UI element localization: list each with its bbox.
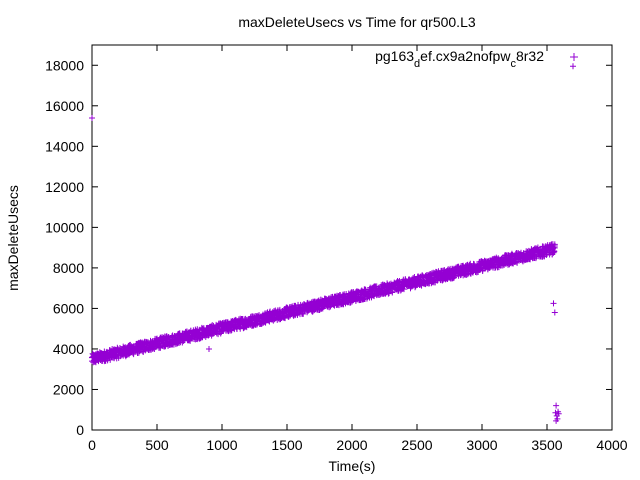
x-tick-label: 2500	[401, 437, 432, 453]
y-tick-label: 10000	[45, 219, 84, 235]
outlier-point	[553, 402, 560, 409]
outlier-point	[550, 300, 557, 307]
outlier-point	[553, 417, 560, 424]
y-tick-label: 2000	[53, 381, 84, 397]
y-tick-label: 16000	[45, 98, 84, 114]
data-point	[551, 248, 558, 255]
x-axis-label: Time(s)	[329, 458, 376, 474]
outlier-point	[555, 410, 562, 417]
data-point	[464, 271, 471, 278]
legend-label-sub2: c	[510, 58, 516, 70]
x-tick-label: 3000	[466, 437, 497, 453]
data-point	[161, 343, 168, 350]
legend-marker	[570, 53, 578, 61]
data-point	[179, 339, 186, 346]
data-point	[386, 290, 393, 297]
data-point	[300, 310, 307, 317]
y-tick-label: 18000	[45, 57, 84, 73]
data-point	[242, 315, 249, 322]
y-tick-label: 8000	[53, 260, 84, 276]
legend-label-end: 8r32	[516, 48, 544, 64]
outlier-point	[206, 345, 212, 352]
legend-label-mid: ef.cx9a2nofpw	[420, 48, 511, 64]
legend-marker-glyph	[570, 53, 578, 61]
outlier-point	[552, 409, 559, 416]
outlier-point	[89, 114, 95, 121]
y-axis-ticks: 0 2000 4000 6000 8000 10000 12000 14000 16000 180…	[45, 57, 612, 438]
x-tick-label: 2000	[336, 437, 367, 453]
data-point	[401, 286, 407, 293]
legend-label: pg163def.cx9a2nofpwc8r32	[375, 48, 544, 70]
x-axis-ticks: 0 500 1000 1500 2000 2500 3000 3500 4000	[88, 45, 628, 453]
data-point	[217, 330, 224, 337]
data-point	[237, 325, 244, 332]
x-tick-label: 500	[145, 437, 169, 453]
x-tick-label: 3500	[531, 437, 562, 453]
data-point	[385, 290, 392, 297]
y-tick-label: 6000	[53, 300, 84, 316]
data-point	[551, 244, 558, 251]
data-point	[292, 302, 299, 309]
x-tick-label: 1500	[271, 437, 302, 453]
plot-frame	[91, 44, 613, 431]
data-point	[395, 288, 402, 295]
legend-label-main: pg163	[375, 48, 414, 64]
outlier-point	[551, 309, 558, 316]
legend: pg163def.cx9a2nofpwc8r32	[375, 48, 578, 70]
x-tick-label: 0	[88, 437, 96, 453]
data-point	[228, 327, 235, 334]
y-tick-label: 0	[76, 422, 84, 438]
outlier-point	[570, 63, 576, 70]
legend-label-sub1: d	[414, 58, 420, 70]
y-tick-label: 4000	[53, 341, 84, 357]
chart-title: maxDeleteUsecs vs Time for qr500.L3	[238, 14, 476, 30]
x-tick-label: 1000	[206, 437, 237, 453]
y-axis-label: maxDeleteUsecs	[5, 185, 21, 291]
x-tick-label: 4000	[596, 437, 627, 453]
y-tick-label: 12000	[45, 179, 84, 195]
data-point	[276, 306, 283, 313]
y-tick-label: 14000	[45, 138, 84, 154]
scatter-points	[89, 63, 576, 424]
